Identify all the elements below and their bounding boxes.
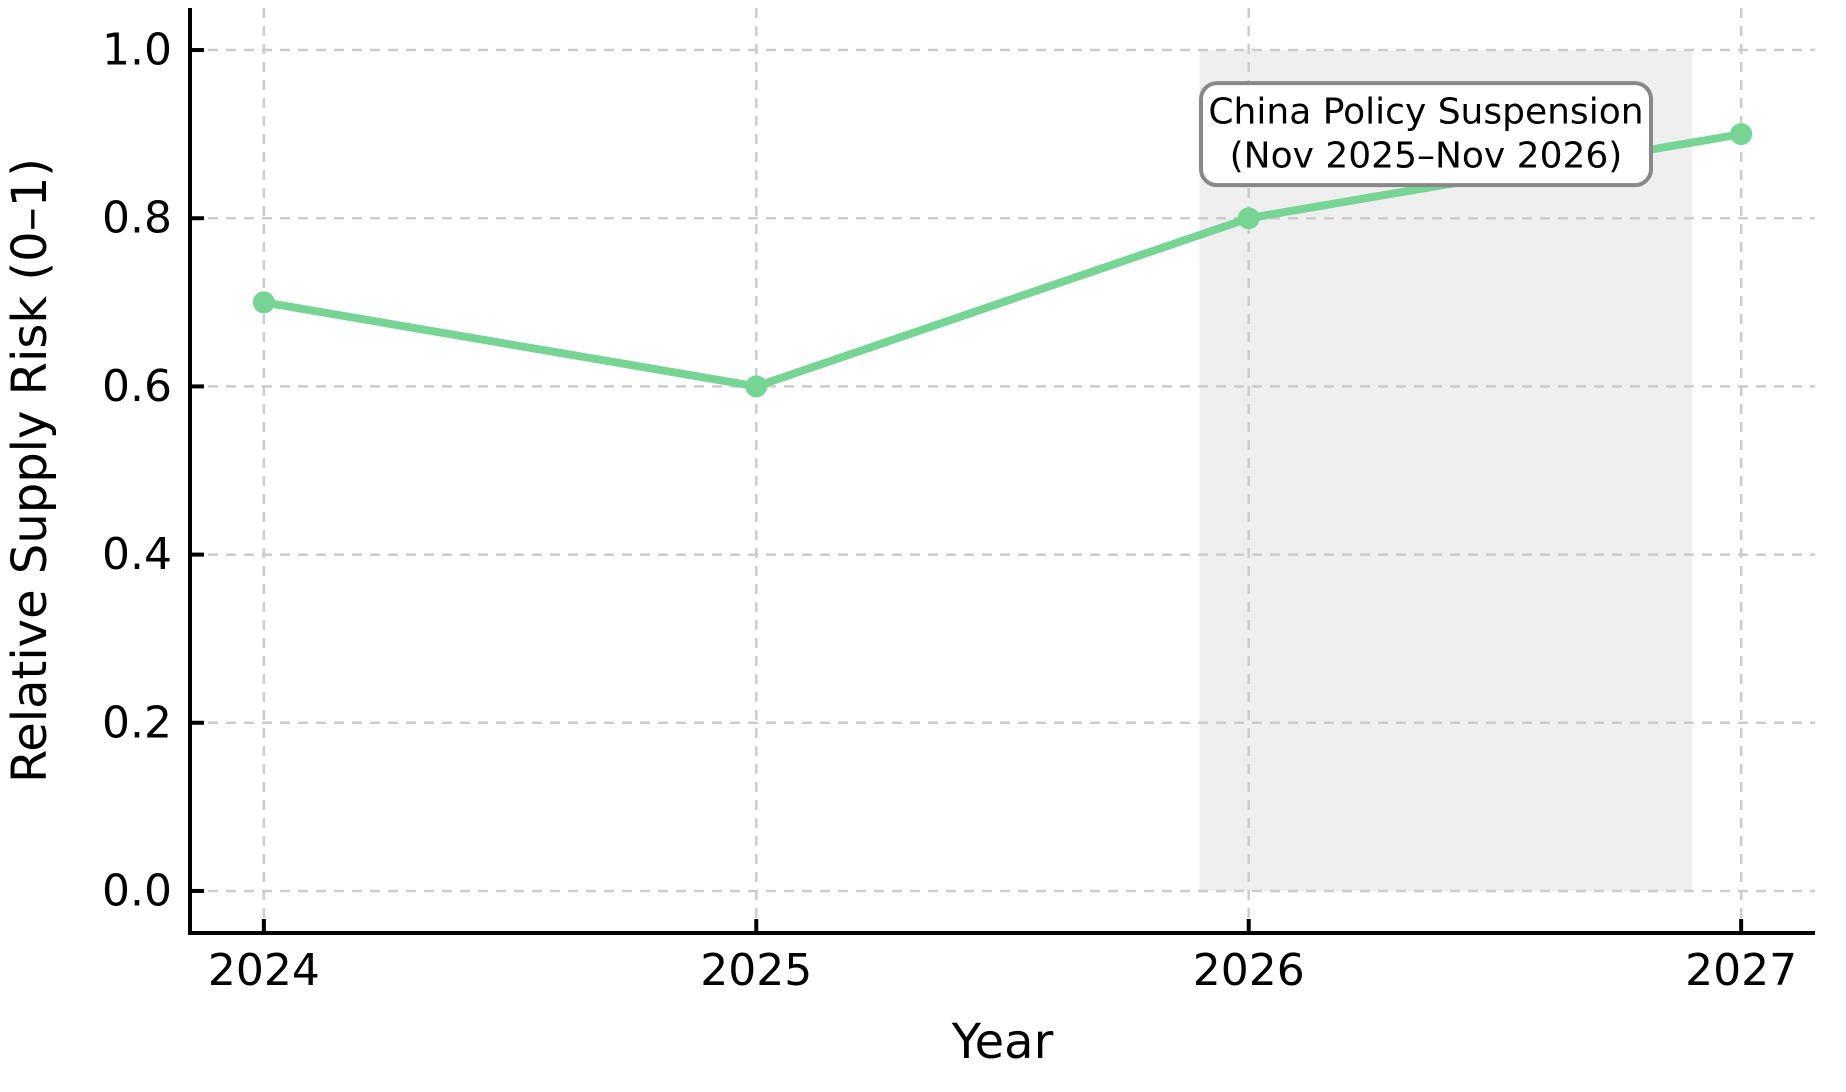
x-tick-label: 2025 (700, 945, 812, 996)
y-tick-label: 0.2 (102, 697, 172, 748)
y-tick-label: 0.6 (102, 361, 172, 412)
y-tick-label: 0.0 (102, 865, 172, 916)
y-tick-label: 0.8 (102, 193, 172, 244)
annotation-box (1198, 81, 1653, 188)
x-tick-label: 2024 (208, 945, 320, 996)
annotation-line: China Policy Suspension (1208, 92, 1643, 133)
x-tick-label: 2026 (1193, 945, 1305, 996)
y-tick-label: 1.0 (102, 25, 172, 76)
data-point-marker (745, 375, 768, 398)
x-axis-title: Year (951, 1014, 1054, 1070)
annotation-line: (Nov 2025–Nov 2026) (1230, 136, 1623, 177)
y-tick-label: 0.4 (102, 529, 172, 580)
y-axis-title: Relative Supply Risk (0–1) (2, 158, 58, 783)
data-point-marker (1237, 207, 1260, 230)
x-tick-label: 2027 (1685, 945, 1797, 996)
data-point-marker (252, 291, 275, 314)
data-point-marker (1730, 123, 1753, 146)
policy-suspension-shaded-region (1199, 50, 1692, 891)
